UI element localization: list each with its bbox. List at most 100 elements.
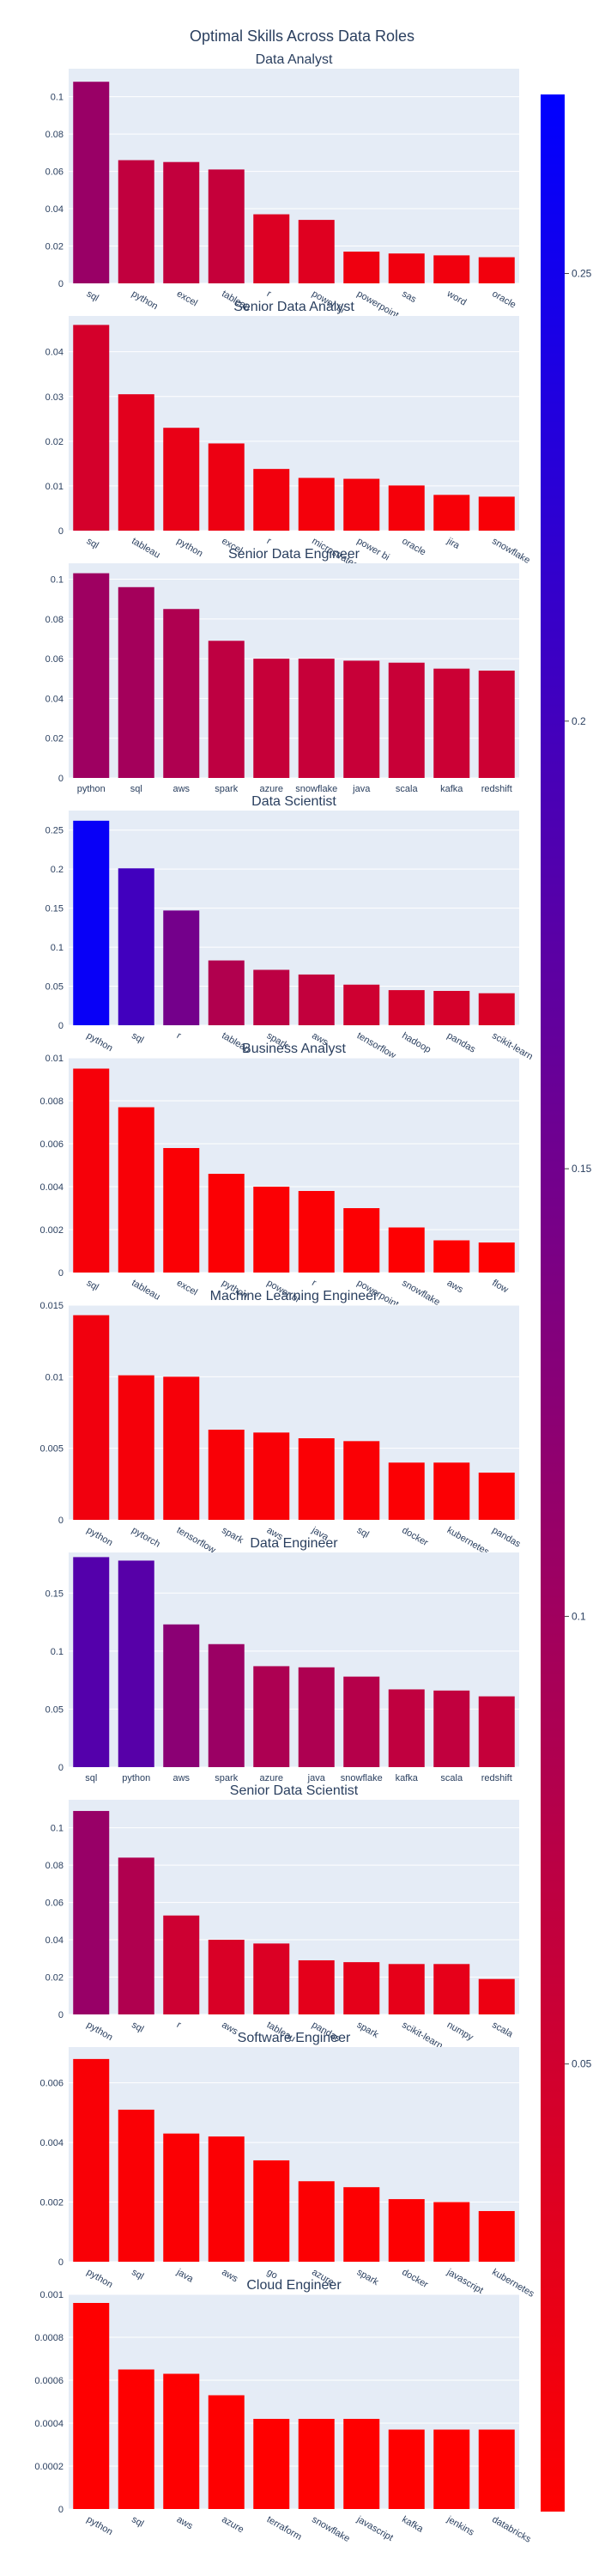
bar <box>388 990 425 1025</box>
bar <box>478 1242 515 1273</box>
x-tick-label: kafka <box>400 2514 426 2535</box>
y-tick-label: 0.04 <box>45 204 64 215</box>
subplot-title: Software Engineer <box>238 2031 351 2045</box>
bar <box>388 2199 425 2262</box>
y-tick-label: 0.004 <box>39 2138 64 2148</box>
bar <box>163 1624 200 1767</box>
bar <box>73 2058 110 2262</box>
x-tick-label: sql <box>130 2267 145 2281</box>
bar <box>298 220 335 283</box>
bar <box>478 257 515 283</box>
bar <box>163 1148 200 1273</box>
x-tick-label: scala <box>396 784 419 794</box>
x-tick-label: snowflake <box>490 536 531 566</box>
bar <box>118 1107 154 1273</box>
bar <box>73 82 110 283</box>
x-tick-label: hadoop <box>400 1030 433 1055</box>
bar <box>478 496 515 531</box>
bar <box>73 1315 110 1520</box>
y-tick-label: 0.08 <box>45 130 64 140</box>
y-tick-label: 0.1 <box>51 1647 64 1657</box>
y-tick-label: 0 <box>58 526 64 537</box>
y-tick-label: 0.03 <box>45 392 64 403</box>
y-tick-label: 0.06 <box>45 1899 64 1909</box>
bar <box>208 641 245 778</box>
y-tick-label: 0.02 <box>45 1973 64 1984</box>
y-tick-label: 0.005 <box>39 1444 64 1455</box>
y-tick-label: 0.006 <box>39 1139 64 1150</box>
bar <box>118 394 154 531</box>
bar <box>118 1375 154 1520</box>
y-tick-label: 0.001 <box>39 2290 64 2300</box>
y-tick-label: 0 <box>58 2505 64 2515</box>
y-tick-label: 0.05 <box>45 982 64 993</box>
bar <box>253 214 290 283</box>
subplot-title: Data Analyst <box>256 52 333 67</box>
bar <box>343 1962 380 2014</box>
x-tick-label: python <box>85 2514 115 2537</box>
y-tick-label: 0.02 <box>45 242 64 252</box>
y-tick-label: 0 <box>58 2257 64 2268</box>
x-tick-label: pandas <box>445 1030 478 1055</box>
x-tick-label: pandas <box>490 1525 523 1550</box>
x-tick-label: snowflake <box>310 2514 351 2544</box>
y-tick-label: 0.08 <box>45 1861 64 1871</box>
y-tick-label: 0.1 <box>51 93 64 103</box>
x-tick-label: aws <box>220 2267 239 2284</box>
x-tick-label: excel <box>175 1278 199 1297</box>
x-tick-label: tableau <box>130 1278 161 1302</box>
y-tick-label: 0 <box>58 774 64 784</box>
subplot-title: Data Engineer <box>250 1536 338 1551</box>
y-tick-label: 0.05 <box>45 1704 64 1715</box>
x-tick-label: databricks <box>490 2514 533 2545</box>
subplot-1: Data Analyst 0 0.02 0.04 0.06 0.08 0.1 sql pytho… <box>45 52 519 321</box>
bar <box>253 1432 290 1520</box>
x-tick-label: r <box>175 2020 183 2030</box>
x-tick-label: scala <box>490 2020 515 2040</box>
x-tick-label: sql <box>85 289 100 303</box>
subplot-title: Machine Learning Engineer <box>210 1289 378 1303</box>
bar <box>343 252 380 283</box>
bar <box>433 1690 470 1767</box>
bar <box>208 960 245 1025</box>
bar <box>343 478 380 531</box>
bar <box>298 477 335 531</box>
bar <box>73 573 110 778</box>
bar <box>433 1462 470 1520</box>
bar <box>73 820 110 1025</box>
bar <box>208 1174 245 1273</box>
bar <box>388 1689 425 1767</box>
bar <box>298 2419 335 2509</box>
x-tick-label: snowflake <box>341 1773 383 1783</box>
subplot-10: Cloud Engineer 0 0.0002 0.0004 0.0006 0.0008 0… <box>34 2278 533 2545</box>
bar <box>478 2429 515 2509</box>
y-tick-label: 0.008 <box>39 1097 64 1107</box>
bar <box>478 671 515 778</box>
bar <box>163 161 200 283</box>
bar <box>118 868 154 1025</box>
bar <box>118 2369 154 2509</box>
bar <box>73 1068 110 1273</box>
y-tick-label: 0.0002 <box>34 2462 64 2472</box>
subplot-2: Senior Data Analyst 0 0.01 0.02 0.03 0.04 sql t… <box>45 300 532 574</box>
bar <box>433 668 470 778</box>
bar <box>208 169 245 283</box>
y-tick-label: 0.25 <box>45 826 64 836</box>
x-tick-label: sql <box>85 1278 100 1292</box>
bar <box>208 1643 245 1767</box>
y-tick-label: 0 <box>58 2010 64 2020</box>
bar <box>73 2303 110 2509</box>
bar <box>118 1560 154 1767</box>
subplot-title: Senior Data Analyst <box>233 300 354 314</box>
bar <box>343 1441 380 1520</box>
x-tick-label: python <box>85 1525 115 1548</box>
y-tick-label: 0.1 <box>51 943 64 953</box>
bar <box>343 2187 380 2262</box>
bar <box>163 2133 200 2262</box>
bar <box>208 1940 245 2014</box>
x-tick-label: python <box>85 2020 115 2043</box>
x-tick-label: r <box>265 289 273 299</box>
x-tick-label: javascript <box>354 2514 395 2543</box>
bar <box>478 1473 515 1520</box>
